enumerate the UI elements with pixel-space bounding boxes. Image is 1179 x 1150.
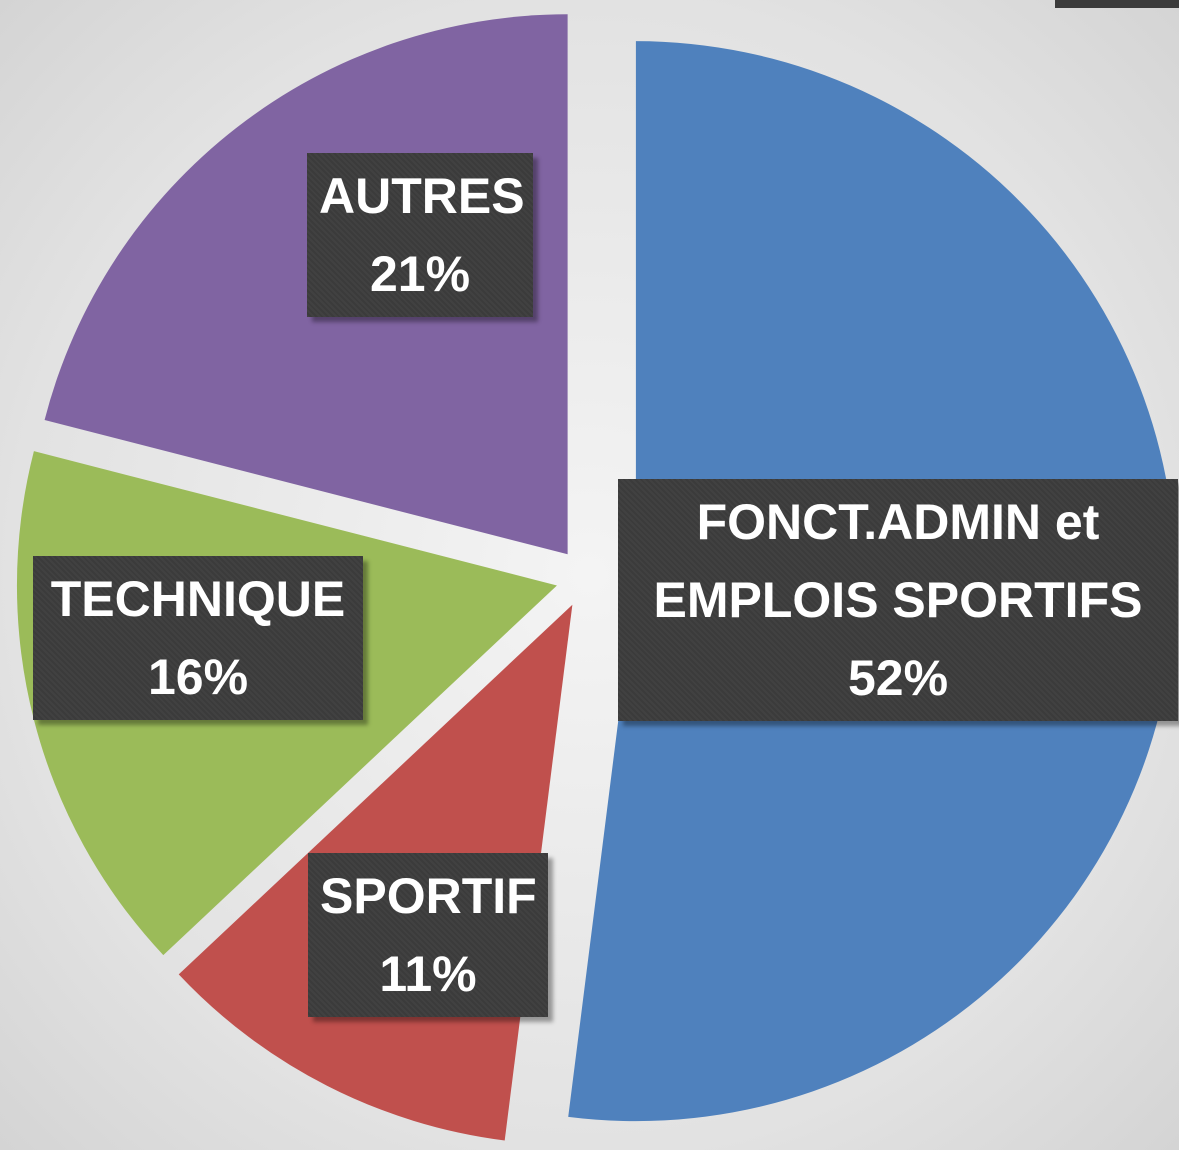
slice-value: 52%	[847, 650, 949, 706]
data-label: SPORTIF 11%	[308, 853, 548, 1017]
data-label: FONCT.ADMIN et EMPLOIS SPORTIFS 52%	[618, 479, 1178, 721]
slice-value: 11%	[379, 946, 477, 1002]
slice-value: 16%	[147, 649, 249, 705]
corner-decoration	[1055, 0, 1179, 8]
slice-name: AUTRES	[319, 168, 525, 224]
slice-value: 21%	[369, 246, 471, 302]
pie-slice	[44, 14, 568, 555]
slice-name: FONCT.ADMIN et EMPLOIS SPORTIFS	[653, 494, 1143, 628]
data-label: TECHNIQUE 16%	[33, 556, 363, 720]
slice-name: SPORTIF	[320, 868, 537, 924]
slice-name: TECHNIQUE	[50, 571, 346, 627]
data-label: AUTRES 21%	[307, 153, 533, 317]
